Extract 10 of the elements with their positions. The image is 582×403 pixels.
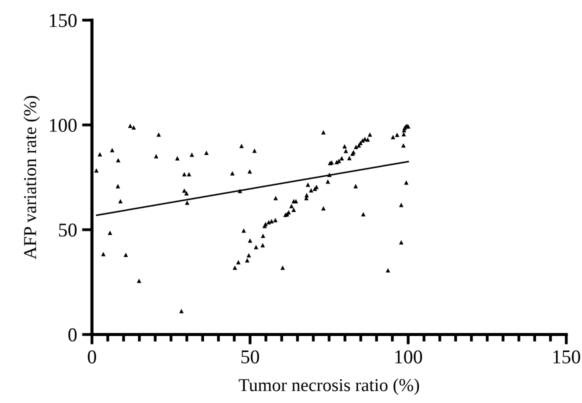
x-tick-label: 0 <box>88 350 96 364</box>
y-tick-label: 100 <box>50 118 77 132</box>
y-tick-label: 150 <box>50 14 77 28</box>
y-tick-label: 0 <box>68 328 77 342</box>
x-tick-label: 150 <box>553 350 580 364</box>
y-axis-title: AFP variation rate (%) <box>24 96 40 260</box>
x-tick-label: 50 <box>241 350 260 364</box>
x-axis-title: Tumor necrosis ratio (%) <box>238 378 420 395</box>
y-tick-label: 50 <box>59 224 77 237</box>
x-tick-label: 100 <box>395 350 422 364</box>
